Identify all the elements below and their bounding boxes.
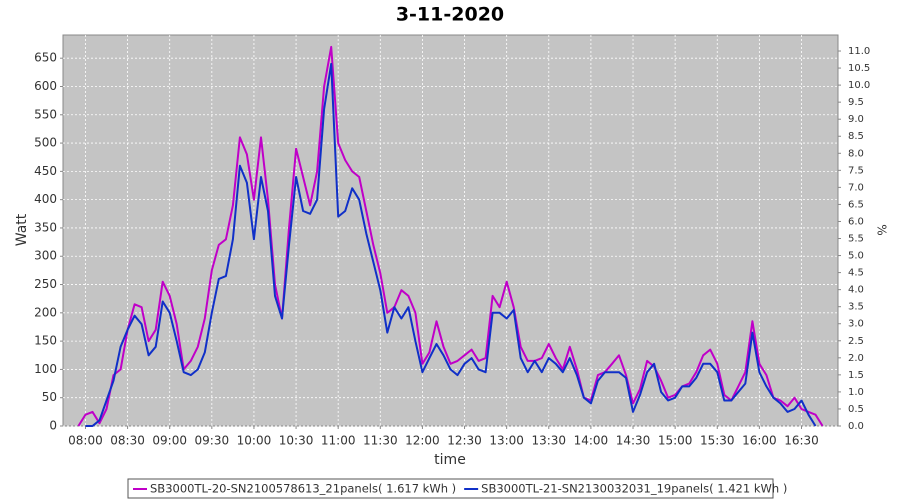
- y2-tick-label: 9.5: [848, 97, 864, 108]
- x-tick-label: 11:30: [363, 434, 398, 448]
- y2-tick-label: 1.5: [848, 370, 864, 381]
- y2-tick-label: 5.5: [848, 234, 864, 245]
- y2-tick-label: 0.0: [848, 421, 864, 432]
- x-tick-label: 10:30: [279, 434, 314, 448]
- x-tick-label: 16:00: [742, 434, 777, 448]
- legend: [127, 478, 774, 499]
- x-tick-label: 12:30: [447, 434, 482, 448]
- series-line: [85, 62, 817, 427]
- y2-tick-label: 8.0: [848, 148, 864, 159]
- y2-tick-label: 9.0: [848, 114, 864, 125]
- x-axis-label: time: [434, 452, 466, 468]
- y-tick-label: 300: [34, 249, 57, 263]
- y2-tick-label: 6.0: [848, 216, 864, 227]
- y-tick-label: 250: [34, 277, 57, 291]
- y-tick-label: 400: [34, 192, 57, 206]
- x-tick-label: 08:30: [110, 434, 145, 448]
- y2-tick-label: 8.5: [848, 131, 864, 142]
- y2-tick-label: 4.0: [848, 285, 864, 296]
- y2-tick-label: 7.0: [848, 182, 864, 193]
- y2-tick-label: 2.5: [848, 336, 864, 347]
- x-tick-label: 13:30: [531, 434, 566, 448]
- y2-tick-label: 10.0: [848, 80, 870, 91]
- x-tick-label: 14:30: [616, 434, 651, 448]
- y-tick-label: 500: [34, 136, 57, 150]
- legend-label: SB3000TL-20-SN2100578613_21panels( 1.617…: [150, 482, 456, 496]
- y2-tick-label: 11.0: [848, 46, 870, 57]
- y2-axis-label: %: [875, 224, 889, 235]
- y2-tick-label: 5.0: [848, 251, 864, 262]
- y-tick-label: 50: [42, 390, 57, 404]
- y2-tick-label: 3.0: [848, 319, 864, 330]
- x-tick-label: 11:00: [321, 434, 356, 448]
- y2-tick-label: 2.0: [848, 353, 864, 364]
- y2-tick-label: 6.5: [848, 199, 864, 210]
- legend-label: SB3000TL-21-SN2130032031_19panels( 1.421…: [481, 482, 787, 496]
- y-tick-label: 0: [49, 419, 57, 433]
- y-tick-label: 150: [34, 334, 57, 348]
- plot-area: [62, 34, 839, 427]
- x-tick-label: 15:30: [700, 434, 735, 448]
- y-tick-label: 450: [34, 164, 57, 178]
- y-tick-label: 100: [34, 362, 57, 376]
- x-tick-label: 13:00: [489, 434, 524, 448]
- y-tick-label: 350: [34, 220, 57, 234]
- x-tick-label: 08:00: [68, 434, 103, 448]
- y2-tick-label: 10.5: [848, 63, 870, 74]
- y2-tick-label: 7.5: [848, 165, 864, 176]
- y-tick-label: 650: [34, 51, 57, 65]
- x-tick-label: 16:30: [784, 434, 819, 448]
- y-tick-label: 550: [34, 107, 57, 121]
- x-tick-label: 14:00: [574, 434, 609, 448]
- y2-tick-label: 3.5: [848, 302, 864, 313]
- chart-title: 3-11-2020: [396, 4, 504, 26]
- x-tick-label: 09:30: [195, 434, 230, 448]
- x-tick-label: 10:00: [237, 434, 272, 448]
- y-tick-label: 200: [34, 305, 57, 319]
- series-line: [77, 45, 824, 427]
- x-tick-label: 12:00: [405, 434, 440, 448]
- y2-tick-label: 4.5: [848, 268, 864, 279]
- y-tick-label: 600: [34, 79, 57, 93]
- y-axis-label: Watt: [14, 213, 30, 246]
- x-tick-label: 15:00: [658, 434, 693, 448]
- y2-tick-label: 1.0: [848, 387, 864, 398]
- y2-tick-label: 0.5: [848, 404, 864, 415]
- x-tick-label: 09:00: [152, 434, 187, 448]
